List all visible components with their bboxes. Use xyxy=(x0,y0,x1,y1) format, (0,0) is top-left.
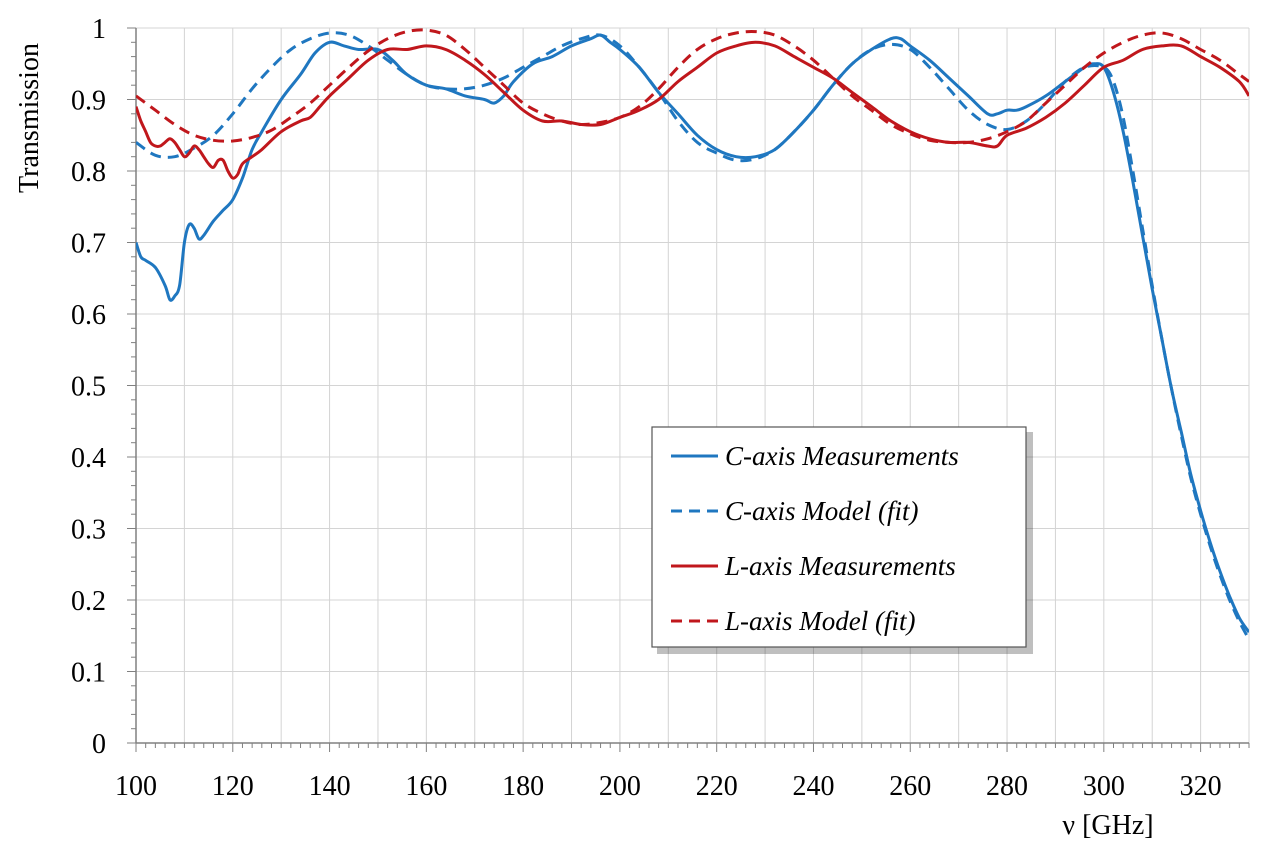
series-lines xyxy=(136,28,1249,641)
y-tick-label: 1 xyxy=(92,14,106,45)
y-tick-label: 0.5 xyxy=(71,372,106,403)
legend-label-c-axis-measurements: C-axis Measurements xyxy=(725,441,959,471)
legend-label-c-axis-model: C-axis Model (fit) xyxy=(725,496,918,526)
x-axis-title: ν [GHz] xyxy=(1062,810,1153,841)
legend-label-l-axis-measurements: L-axis Measurements xyxy=(724,551,956,581)
x-tick-label: 140 xyxy=(309,771,351,802)
x-tick-label: 220 xyxy=(696,771,738,802)
x-tick-label: 120 xyxy=(212,771,254,802)
x-tick-label: 180 xyxy=(502,771,544,802)
legend-box xyxy=(651,426,1027,648)
x-tick-label: 240 xyxy=(792,771,834,802)
y-tick-label: 0.1 xyxy=(71,658,106,689)
series-c-axis-measurements xyxy=(136,33,1249,634)
axes xyxy=(127,27,1250,752)
x-tick-label: 280 xyxy=(986,771,1028,802)
x-tick-label: 100 xyxy=(115,771,157,802)
y-tick-label: 0 xyxy=(92,729,106,760)
series-l-axis-measurements xyxy=(136,40,1249,180)
x-tick-label: 260 xyxy=(889,771,931,802)
series-l-axis-model xyxy=(136,28,1249,145)
y-axis-title: Transmission xyxy=(14,43,45,193)
y-tick-label: 0.9 xyxy=(71,86,106,117)
x-tick-label: 320 xyxy=(1180,771,1222,802)
x-tick-label: 300 xyxy=(1083,771,1125,802)
y-tick-label: 0.7 xyxy=(71,229,106,260)
y-tick-label: 0.3 xyxy=(71,515,106,546)
x-tick-label: 200 xyxy=(599,771,641,802)
x-tick-label: 160 xyxy=(405,771,447,802)
series-c-axis-model xyxy=(136,31,1249,641)
y-tick-label: 0.8 xyxy=(71,157,106,188)
tick-labels: 100 120 140 160 180 200 220 240 260 280 300 320 0 0.1… xyxy=(71,14,1222,802)
y-tick-label: 0.2 xyxy=(71,586,106,617)
y-tick-label: 0.6 xyxy=(71,300,106,331)
y-tick-label: 0.4 xyxy=(71,443,106,474)
legend-label-l-axis-model: L-axis Model (fit) xyxy=(724,606,915,636)
legend: C-axis Measurements C-axis Model (fit) L… xyxy=(651,426,1033,654)
